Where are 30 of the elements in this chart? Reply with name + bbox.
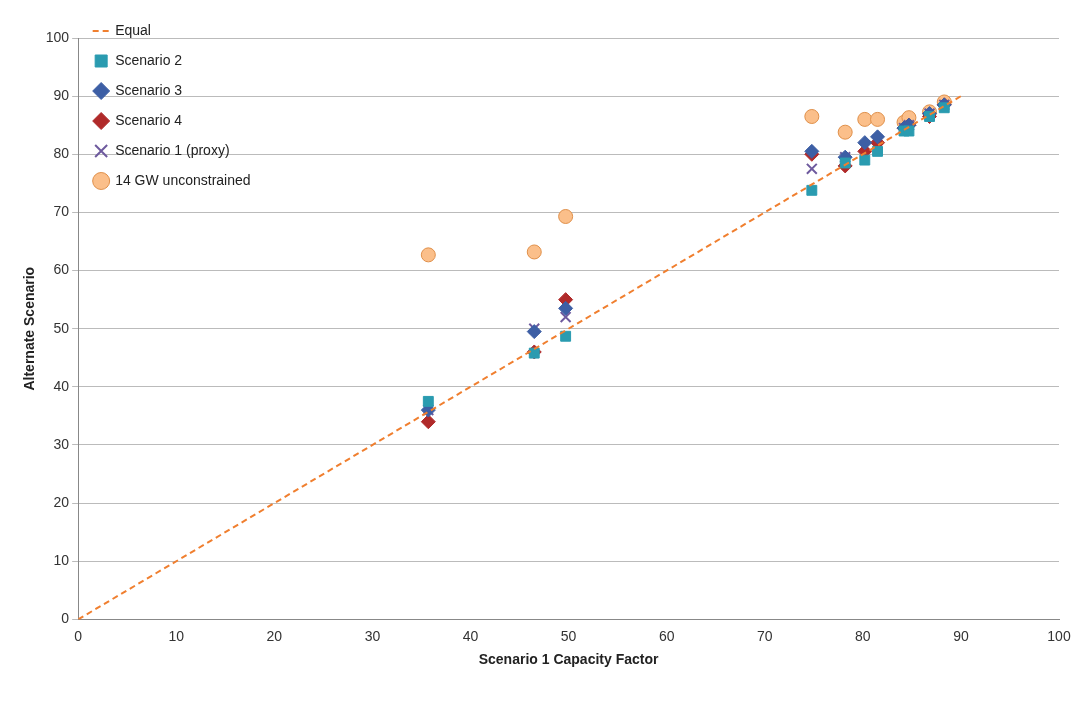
- y-tick-label: 70: [53, 203, 70, 220]
- y-tick-label: 10: [53, 552, 70, 569]
- x-tick-label: 80: [855, 627, 871, 644]
- y-tick-label: 50: [53, 319, 70, 336]
- x-tick-label: 0: [74, 627, 83, 644]
- x-tick-label: 40: [462, 627, 479, 644]
- legend-label: Scenario 3: [115, 81, 183, 98]
- x-tick-label: 50: [560, 627, 577, 644]
- legend-label: Scenario 1 (proxy): [115, 141, 230, 158]
- y-tick-label: 60: [53, 261, 70, 278]
- y-tick-label: 80: [53, 145, 70, 162]
- y-axis-title: Alternate Scenario: [21, 266, 38, 391]
- y-tick-label: 30: [53, 435, 70, 452]
- y-tick-label: 20: [53, 493, 70, 510]
- y-tick-label: 100: [45, 28, 70, 45]
- x-tick-label: 30: [364, 627, 381, 644]
- legend-label: Equal: [115, 21, 151, 38]
- y-tick-label: 0: [61, 610, 70, 627]
- legend-label: Scenario 4: [115, 111, 183, 128]
- x-tick-label: 90: [953, 627, 969, 644]
- x-tick-label: 70: [756, 627, 773, 644]
- x-tick-label: 60: [658, 627, 675, 644]
- y-tick-label: 40: [53, 377, 70, 394]
- y-tick-label: 90: [53, 87, 70, 103]
- x-tick-label: 20: [266, 627, 283, 644]
- legend-label: Scenario 2: [115, 51, 183, 68]
- x-axis-title: Scenario 1 Capacity Factor: [478, 651, 659, 668]
- x-tick-label: 10: [168, 627, 185, 644]
- legend-label: 14 GW unconstrained: [115, 171, 251, 188]
- x-tick-label: 100: [1047, 627, 1071, 644]
